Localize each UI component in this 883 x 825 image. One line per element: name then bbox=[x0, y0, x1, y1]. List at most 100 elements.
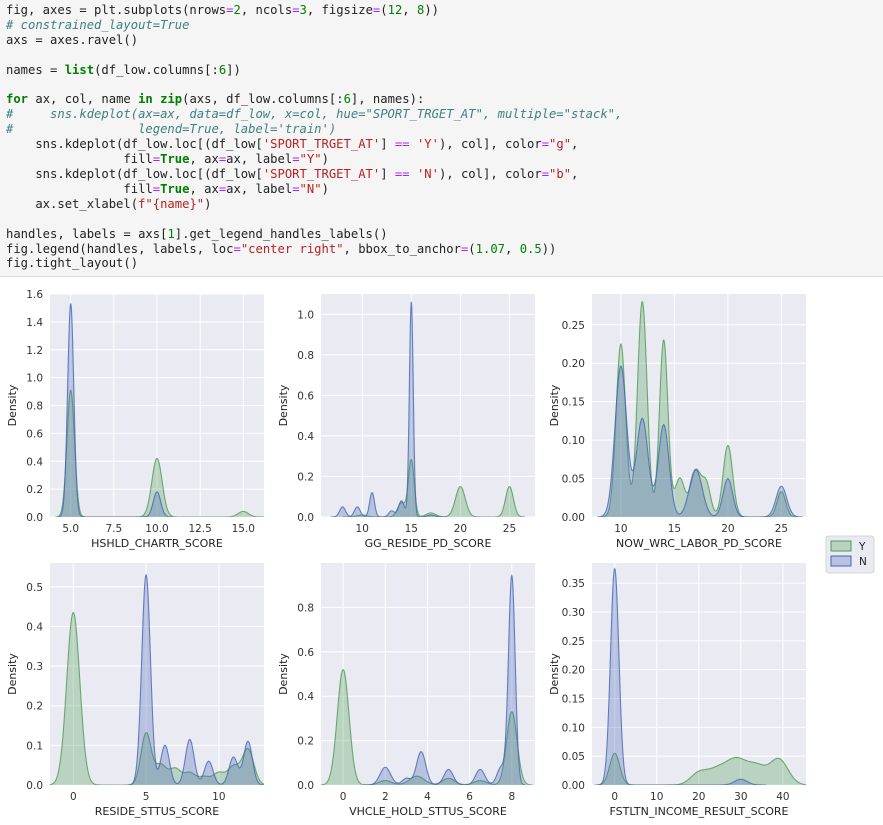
code-token: "b" bbox=[549, 166, 572, 181]
code-token: ), col], color bbox=[438, 166, 542, 181]
code-token: f"{name}" bbox=[138, 196, 205, 211]
code-token: , bbox_to_anchor bbox=[343, 241, 461, 256]
y-tick-label: 1.0 bbox=[297, 309, 314, 321]
code-line: # sns.kdeplot(ax=ax, data=df_low, x=col,… bbox=[6, 107, 883, 122]
code-token: ax, label bbox=[226, 181, 293, 196]
x-tick-label: 10 bbox=[614, 523, 627, 535]
code-token: = bbox=[226, 3, 234, 17]
y-tick-label: 0.15 bbox=[562, 694, 585, 706]
y-axis-label: Density bbox=[277, 653, 290, 695]
code-token: fig.legend(handles, labels, loc bbox=[6, 241, 234, 256]
y-axis-label: Density bbox=[548, 653, 561, 695]
code-cell[interactable]: fig, axes = plt.subplots(nrows=2, ncols=… bbox=[0, 0, 883, 277]
subplot-3: 10 15 20 25 0.00 0.05 0.10 0.15 0.20 0.25 NOW_WRC_… bbox=[548, 294, 806, 550]
series-N-line bbox=[58, 303, 173, 517]
y-tick-label: 0.6 bbox=[297, 647, 314, 659]
code-token: 1.07 bbox=[475, 241, 505, 256]
y-axis-label: Density bbox=[6, 384, 19, 426]
x-tick-label: 5.0 bbox=[62, 523, 79, 535]
series-N-line bbox=[128, 573, 264, 785]
series-Y-area bbox=[342, 459, 526, 517]
code-line: # legend=True, label='train') bbox=[6, 122, 883, 137]
code-token: handles, labels = axs[ bbox=[6, 226, 168, 241]
x-tick-label: 20 bbox=[721, 523, 734, 535]
code-token: ax, col, name bbox=[28, 92, 139, 107]
y-tick-label: 0.0 bbox=[26, 512, 43, 524]
code-line: for ax, col, name in zip(axs, df_low.col… bbox=[6, 92, 883, 107]
series-Y-line bbox=[342, 458, 526, 517]
x-tick-label: 0 bbox=[340, 791, 347, 803]
code-line: sns.kdeplot(df_low.loc[(df_low['SPORT_TR… bbox=[6, 137, 883, 152]
code-token: fill bbox=[6, 181, 153, 196]
code-token: = bbox=[292, 181, 300, 196]
x-axis-label: FSTLTN_INCOME_RESULT_SCORE bbox=[609, 805, 788, 818]
series-Y-area bbox=[594, 753, 806, 785]
y-tick-label: 0.10 bbox=[562, 435, 585, 447]
x-tick-label: 15 bbox=[405, 523, 418, 535]
x-tick-label: 2 bbox=[382, 791, 389, 803]
x-tick-label: 5 bbox=[143, 791, 150, 803]
figure-legend: YN bbox=[825, 535, 875, 574]
code-token: ( bbox=[380, 3, 388, 17]
code-token: zip bbox=[160, 92, 183, 107]
series-Y-area bbox=[55, 390, 264, 517]
code-token: in bbox=[138, 92, 153, 107]
code-token: sns.kdeplot(df_low.loc[(df_low[ bbox=[6, 166, 263, 181]
y-tick-label: 0.4 bbox=[297, 691, 314, 703]
series-N-area bbox=[597, 568, 767, 785]
x-tick-label: 20 bbox=[454, 523, 467, 535]
code-token: = bbox=[372, 3, 381, 17]
code-token: ax, label bbox=[226, 152, 293, 167]
code-token: ) bbox=[321, 152, 329, 167]
y-tick-label: 0.0 bbox=[297, 512, 314, 524]
code-token bbox=[410, 137, 417, 151]
y-tick-label: 0.6 bbox=[26, 428, 43, 440]
code-line: axs = axes.ravel() bbox=[6, 33, 883, 48]
code-token: True bbox=[160, 152, 190, 167]
code-token: , ax bbox=[189, 181, 219, 196]
code-token: = bbox=[292, 3, 300, 17]
code-line: sns.kdeplot(df_low.loc[(df_low['SPORT_TR… bbox=[6, 167, 883, 182]
code-token: = bbox=[541, 137, 550, 152]
code-token: = bbox=[233, 241, 241, 256]
code-line: fig.legend(handles, labels, loc="center … bbox=[6, 242, 883, 257]
series-Y-area bbox=[50, 612, 264, 785]
x-axis-label: NOW_WRC_LABOR_PD_SCORE bbox=[616, 537, 782, 550]
x-tick-label: 7.5 bbox=[106, 523, 123, 535]
series-Y-line bbox=[55, 389, 264, 517]
code-token: , figsize bbox=[306, 3, 373, 17]
x-tick-label: 40 bbox=[776, 791, 789, 803]
code-token: , bbox=[505, 241, 520, 256]
code-token bbox=[410, 167, 417, 181]
code-token: 3 bbox=[299, 3, 307, 17]
code-token: True bbox=[160, 181, 190, 196]
cell-output: 5.0 7.5 10.0 12.5 15.0 0.0 0.2 0.4 0.6 0.8 1.0 1.2 1… bbox=[0, 278, 883, 825]
code-token: , ncols bbox=[240, 3, 293, 17]
code-token: 6 bbox=[343, 92, 351, 107]
y-tick-label: 0.25 bbox=[562, 320, 585, 332]
code-token: ], names): bbox=[350, 92, 425, 107]
y-tick-label: 0.8 bbox=[26, 401, 43, 413]
y-tick-label: 0.8 bbox=[297, 350, 314, 362]
code-token: = bbox=[152, 181, 161, 196]
legend-frame bbox=[825, 535, 875, 574]
plot-area bbox=[321, 294, 535, 517]
code-editor[interactable]: fig, axes = plt.subplots(nrows=2, ncols=… bbox=[0, 0, 883, 271]
code-line: fig, axes = plt.subplots(nrows=2, ncols=… bbox=[6, 3, 883, 18]
subplot-2: 10 15 20 25 0.0 0.2 0.4 0.6 0.8 1.0 GG_RESIDE_PD_S… bbox=[277, 294, 535, 550]
code-token bbox=[153, 92, 160, 106]
y-tick-label: 0.00 bbox=[562, 780, 585, 792]
x-axis-label: GG_RESIDE_PD_SCORE bbox=[365, 537, 492, 550]
code-token: 0.5 bbox=[519, 241, 542, 256]
code-token: ), col], color bbox=[438, 137, 542, 152]
legend-swatch-N bbox=[830, 555, 852, 567]
code-line: ​ bbox=[6, 48, 883, 63]
code-token: 'SPORT_TRGET_AT' bbox=[262, 137, 381, 152]
code-token: fig.tight_layout() bbox=[6, 256, 139, 271]
code-token: , bbox=[402, 3, 417, 17]
y-tick-label: 0.25 bbox=[562, 636, 585, 648]
series-N-line bbox=[597, 365, 803, 517]
y-tick-label: 0.8 bbox=[297, 602, 314, 614]
code-line: ax.set_xlabel(f"{name}") bbox=[6, 197, 883, 212]
code-line: fill=True, ax=ax, label="N") bbox=[6, 182, 883, 197]
